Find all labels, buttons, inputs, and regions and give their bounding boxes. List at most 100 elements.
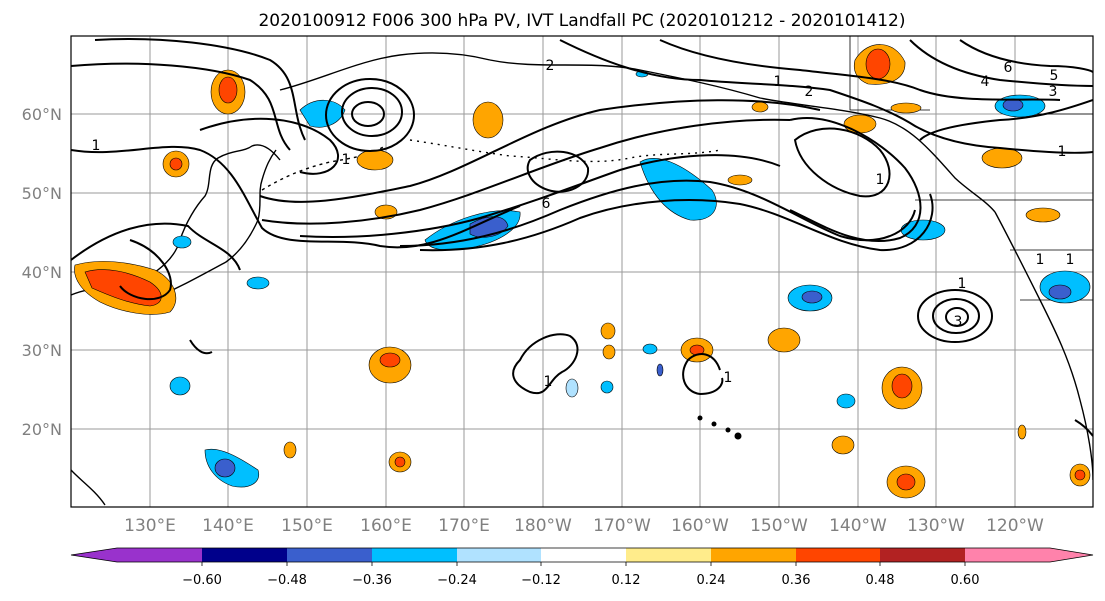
colorbar-swatch (202, 548, 287, 562)
colorbar-swatch (711, 548, 796, 562)
anomaly-positive-core (865, 48, 891, 80)
pv-contour-4-north (909, 39, 1093, 87)
contour-label: 6 (542, 196, 551, 212)
lon-label: 140°E (202, 516, 254, 536)
contour-label: 1 (724, 370, 733, 386)
contour-label: 4 (981, 74, 990, 90)
pv-contour-2-north (659, 39, 1061, 101)
lat-label: 40°N (22, 263, 62, 282)
pv-contour-2-japan (119, 239, 172, 301)
anomaly-negative (836, 393, 856, 409)
colorbar-extend-low (71, 548, 202, 562)
pv-contour-1-small (189, 339, 213, 355)
anomaly-negative-jet (639, 158, 717, 221)
pv-contour-3-cutoff (945, 307, 969, 327)
anomaly-negative (172, 235, 192, 249)
lon-label: 170°E (438, 516, 490, 536)
colorbar-tick-label: 0.60 (951, 573, 980, 588)
lon-label: 120°W (986, 516, 1044, 536)
anomaly-negative-core (214, 458, 236, 478)
contour-labels: 1 1 1 1 1 1 1 2 2 3 3 4 5 6 6 1 1 1 (92, 58, 1075, 390)
colorbar-tick-label: 0.48 (866, 573, 895, 588)
anomaly-negative (169, 376, 191, 396)
pv-contours (71, 38, 1093, 437)
anomaly-positive (472, 101, 504, 139)
colorbar-tick-label: 0.12 (612, 573, 641, 588)
pv-contour-1-aleutian (526, 150, 590, 193)
lon-label: 130°W (907, 516, 965, 536)
pv-contour-4-jet (299, 154, 781, 238)
colorbar-tick-label: −0.36 (352, 573, 392, 588)
colorbar: −0.60 −0.48 −0.36 −0.24 −0.12 0.12 0.24 … (70, 547, 1094, 588)
coast-kamchatka (279, 52, 491, 91)
anomaly-positive (283, 441, 297, 459)
map-frame (70, 35, 1094, 508)
colorbar-tick-label: −0.24 (437, 573, 477, 588)
pv-contour-ridge (789, 117, 922, 243)
pv-contour-2-low (325, 78, 415, 152)
contour-label: 1 (1058, 144, 1067, 160)
pv-contour-1-edge (1074, 419, 1093, 437)
pv-contour-3-north (919, 99, 1093, 141)
anomaly-positive (831, 435, 855, 455)
lon-label: 140°W (829, 516, 887, 536)
contour-label: 1 (774, 74, 783, 90)
pv-contour-1-hawaii (682, 353, 724, 396)
colorbar-swatch (457, 548, 541, 562)
pv-contour-5-north (959, 39, 1093, 73)
anomaly-positive (356, 149, 394, 171)
contour-label: 1 (342, 152, 351, 168)
pv-contour-1-japan (71, 222, 241, 271)
pv-contour-1-kamchatka (199, 117, 340, 175)
anomaly-positive-core (891, 373, 913, 399)
anomaly-positive (981, 147, 1023, 169)
pv-contour (94, 38, 306, 141)
contour-label: 1 (92, 138, 101, 154)
coast-north-america (994, 211, 1093, 481)
contour-label: 2 (805, 84, 814, 100)
lat-label: 30°N (22, 341, 62, 360)
anomaly-positive (767, 327, 801, 353)
contour-label: 2 (546, 58, 555, 74)
island-kauai (697, 415, 703, 421)
pv-contour-1-cutoff (917, 289, 993, 343)
anomaly-negative (246, 276, 270, 290)
pv-contour-2-cutoff (932, 298, 980, 334)
pv-contour (71, 62, 291, 151)
anomaly-negative-core (801, 290, 823, 304)
coast-philippines (71, 469, 106, 506)
colorbar-ticks (201, 562, 966, 566)
ivt-anomaly-fills (74, 44, 1091, 499)
pv-contour-1-subtropical (512, 333, 579, 395)
lat-label: 20°N (22, 420, 62, 439)
coast-alaska (489, 59, 996, 213)
pv-contour-6-jet (419, 193, 934, 252)
lon-label: 130°E (124, 516, 176, 536)
colorbar-tick-label: 0.36 (782, 573, 811, 588)
pv-contour-3-jet (261, 118, 791, 225)
pv-contour-3-low (341, 87, 403, 137)
colorbar-extend-high (965, 548, 1093, 562)
colorbar-swatch (796, 548, 880, 562)
anomaly-positive-core (169, 157, 183, 171)
colorbar-tick-label: −0.48 (267, 573, 307, 588)
anomaly-positive (1017, 424, 1027, 440)
lon-label: 150°W (750, 516, 808, 536)
anomaly-negative (656, 363, 664, 377)
colorbar-swatch (626, 548, 711, 562)
anomaly-positive (602, 344, 616, 360)
lon-label: 170°W (593, 516, 651, 536)
colorbar-outline (70, 547, 1094, 563)
contour-label: 1 (876, 172, 885, 188)
colorbar-tick-label: 0.24 (697, 573, 726, 588)
contour-label: 1 (1036, 252, 1045, 268)
lat-label: 50°N (22, 184, 62, 203)
anomaly-positive-core (1074, 469, 1086, 481)
pv-contour-4-low (351, 101, 385, 127)
colorbar-tick-label: −0.12 (521, 573, 561, 588)
lon-label: 180°W (514, 516, 572, 536)
anomaly-negative (299, 99, 346, 128)
anomaly-positive (890, 102, 922, 114)
lon-label: 160°E (360, 516, 412, 536)
contour-label: 5 (1050, 68, 1059, 84)
